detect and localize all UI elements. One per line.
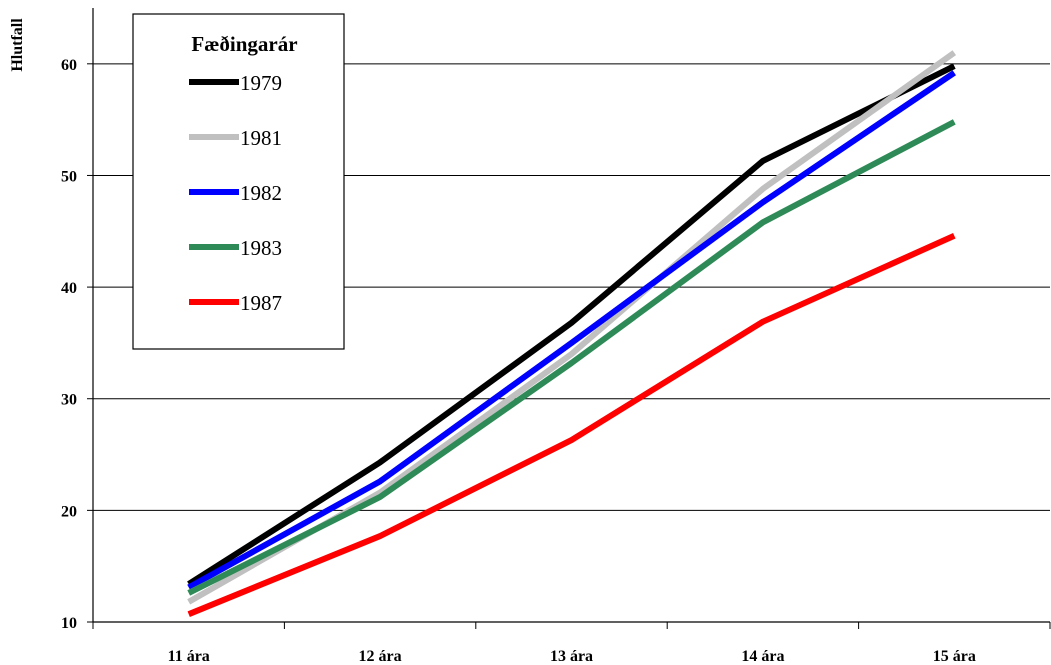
legend-label-1979: 1979 [240, 71, 282, 95]
y-axis-title: Hlutfall [9, 18, 26, 72]
x-tick-label: 15 ára [933, 648, 976, 665]
x-tick-label: 14 ára [741, 648, 784, 665]
series-line-1983 [187, 119, 956, 596]
series-line-1979 [187, 63, 956, 587]
legend-title: Fæðingarár [191, 32, 297, 56]
y-tick-label: 10 [61, 615, 77, 632]
y-tick-label: 30 [61, 392, 77, 409]
series-layer [187, 50, 957, 617]
axis-layer: 10 20 30 40 50 60 11 ára 12 ára 13 ára 14 ára 15 á… [61, 8, 1051, 665]
legend-label-1982: 1982 [240, 181, 282, 205]
legend-box [132, 13, 345, 350]
legend-label-1987: 1987 [240, 291, 282, 315]
x-tick-label: 12 ára [359, 648, 402, 665]
x-tick-label: 13 ára [550, 648, 593, 665]
legend: Fæðingarár 1979 1981 1982 1983 1987 [132, 13, 345, 350]
y-tick-label: 40 [61, 280, 77, 297]
y-tick-label: 60 [61, 57, 77, 74]
y-tick-label: 50 [61, 168, 77, 185]
series-line-1987 [187, 233, 956, 617]
x-tick-label: 11 ára [168, 648, 210, 665]
y-tick-label: 20 [61, 503, 77, 520]
series-line-1982 [187, 70, 956, 591]
legend-label-1983: 1983 [240, 236, 282, 260]
legend-label-1981: 1981 [240, 126, 282, 150]
